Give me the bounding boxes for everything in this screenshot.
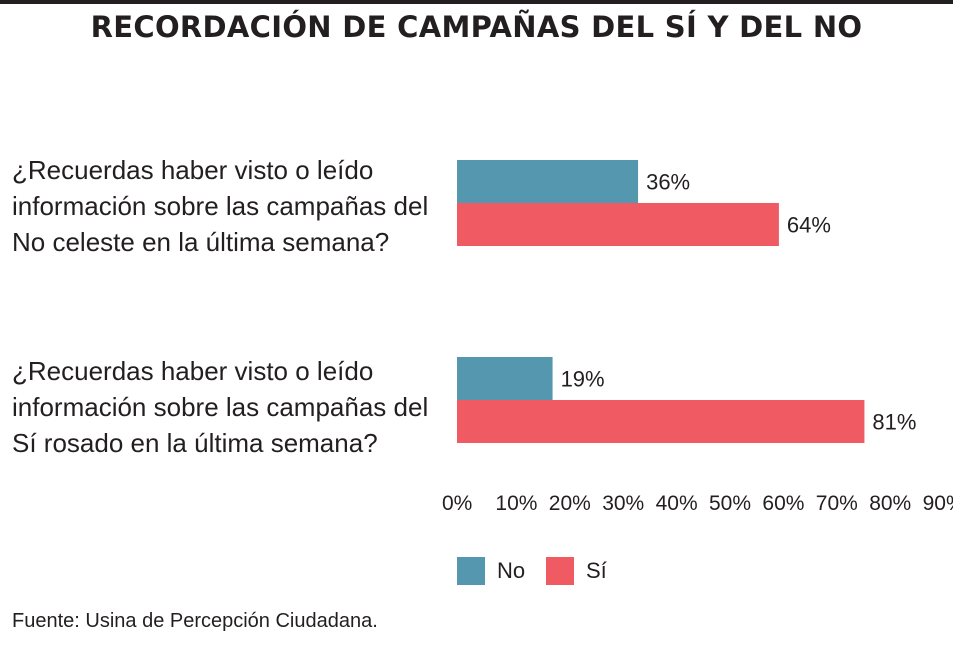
- source-note: Fuente: Usina de Percepción Ciudadana.: [12, 610, 378, 632]
- x-tick-label: 10%: [495, 492, 537, 515]
- data-label-no-1: 19%: [561, 367, 605, 392]
- x-tick-label: 20%: [549, 492, 591, 515]
- legend-swatch-no: [457, 557, 485, 585]
- bar-si-1: [457, 400, 865, 443]
- bar-chart: 36% 64% 19% 81% 0% 10% 20% 30% 40% 50% 60% 70% 80% 90…: [442, 160, 953, 515]
- bar-si-0: [457, 203, 779, 246]
- question-si-campaign: ¿Recuerdas haber visto o leído informaci…: [12, 356, 429, 458]
- bar-no-0: [457, 160, 639, 203]
- legend-swatch-si: [546, 557, 574, 585]
- bar-no-1: [457, 357, 553, 400]
- chart-title: RECORDACIÓN DE CAMPAÑAS DEL SÍ Y DEL NO: [90, 10, 863, 44]
- x-tick-label: 90%: [923, 492, 953, 515]
- x-tick-label: 0%: [442, 492, 472, 515]
- x-tick-label: 50%: [709, 492, 751, 515]
- legend-item-si: Sí: [546, 556, 607, 586]
- x-tick-label: 40%: [656, 492, 698, 515]
- data-label-si-0: 64%: [787, 213, 831, 238]
- x-tick-label: 70%: [816, 492, 858, 515]
- question-no-campaign: ¿Recuerdas haber visto o leído informaci…: [12, 155, 429, 257]
- x-tick-label: 60%: [762, 492, 804, 515]
- data-label-si-1: 81%: [872, 410, 916, 435]
- top-rule: [0, 0, 953, 4]
- legend-label-si: Sí: [586, 558, 607, 583]
- legend-label-no: No: [497, 558, 526, 583]
- data-label-no-0: 36%: [646, 170, 690, 195]
- x-tick-label: 30%: [602, 492, 644, 515]
- x-tick-label: 80%: [869, 492, 911, 515]
- legend-item-no: No: [457, 556, 525, 586]
